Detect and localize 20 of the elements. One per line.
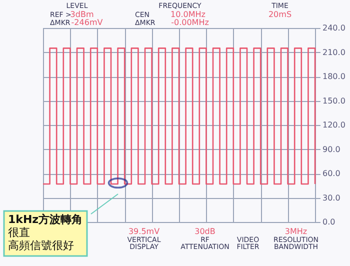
y-tick-label: 150.0 (322, 96, 346, 106)
y-tick-label: 210.0 (322, 48, 346, 57)
text: 3dBm (70, 10, 94, 19)
text: 39.5mV (128, 227, 160, 236)
text: -246mV (71, 18, 104, 27)
text: 30dB (194, 227, 216, 236)
y-tick-label: 60.0 (322, 169, 340, 178)
y-tick-label: 180.0 (322, 72, 346, 81)
text: 很直 (8, 226, 30, 239)
text: 3MHz (284, 227, 308, 236)
text: 20mS (268, 10, 292, 19)
text: 高頻信號很好 (8, 239, 74, 252)
text: 10.0MHz (170, 10, 206, 19)
annotation: 1kHz方波轉角 (8, 213, 83, 226)
y-tick-label: 0.0 (322, 218, 336, 226)
y-tick-label: 240.0 (322, 24, 346, 32)
y-tick-label: 120.0 (322, 120, 346, 130)
text: -0.00MHz (171, 18, 209, 27)
y-tick-label: 90.0 (322, 144, 340, 154)
y-tick-label: 30.0 (322, 193, 340, 202)
